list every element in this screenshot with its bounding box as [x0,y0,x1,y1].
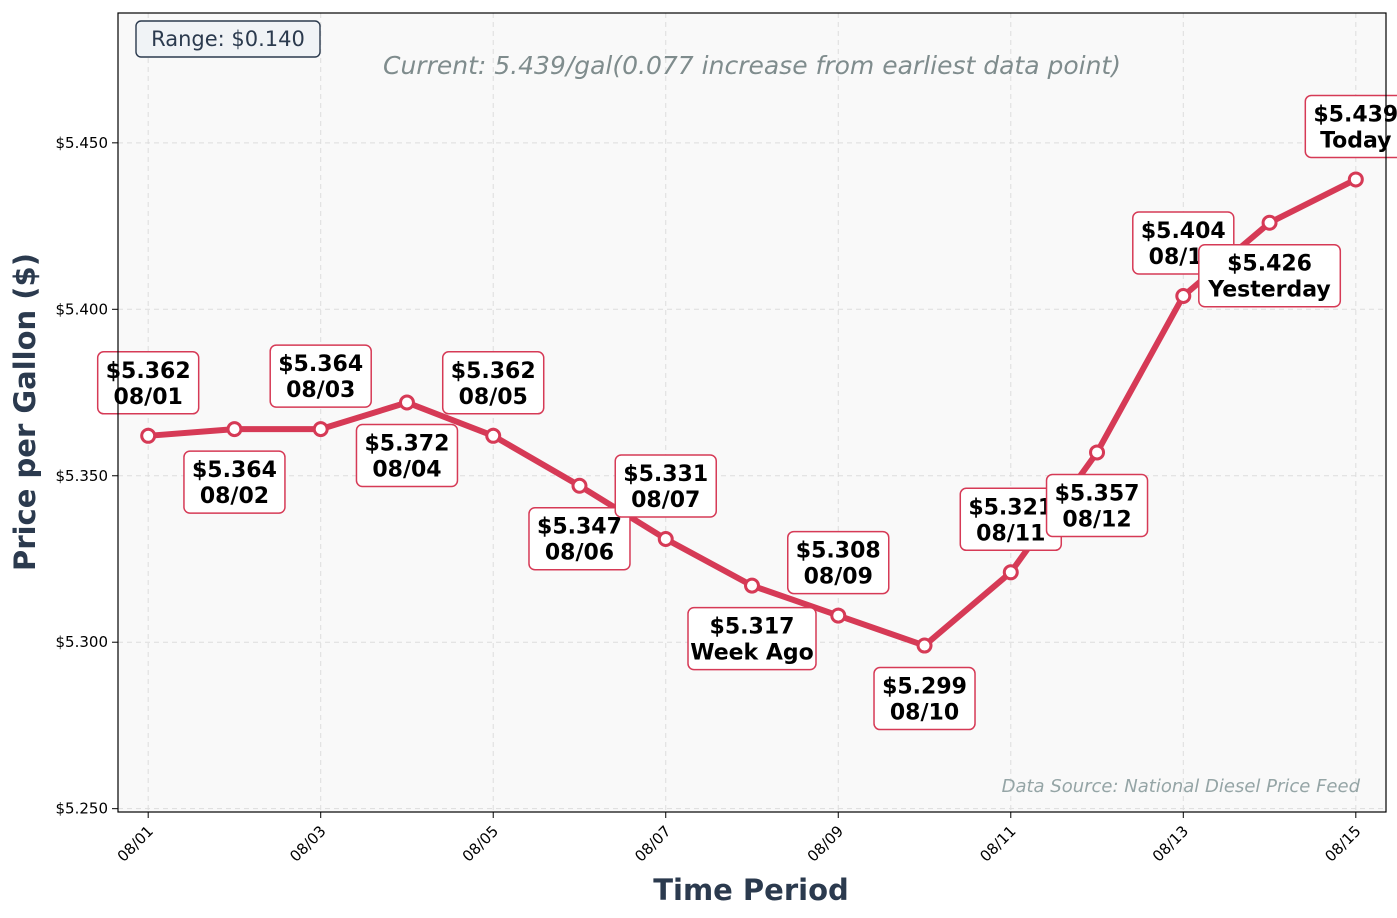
data-point [1261,214,1278,231]
data-label-period: 08/04 [372,458,441,483]
data-label-price: $5.364 [192,458,277,483]
data-label-box [687,606,817,671]
data-point [744,577,760,594]
data-label-price: $5.317 [710,615,795,640]
plot-area [118,13,1386,812]
data-label-box [355,423,459,488]
data-label-period: 08/02 [200,484,269,509]
data-label-period: 08/07 [631,488,700,513]
data-point [398,394,415,411]
data-label-price: $5.362 [451,359,536,384]
data-label-period: 08/03 [286,378,355,403]
data-point [1002,564,1019,581]
data-label-box [528,506,631,571]
y-tick-label: $5.400 [56,300,109,318]
data-point [657,531,674,548]
data-label-period: Yesterday [1207,278,1330,303]
data-label-box [1198,243,1342,308]
y-tick-label: $5.250 [56,800,109,818]
y-tick-label: $5.300 [56,633,109,651]
data-label-box [183,450,286,514]
data-label-price: $5.347 [537,515,622,540]
series-layer [140,171,1364,654]
data-label-box [441,351,545,415]
data-label-box [269,344,372,408]
data-label-price: $5.308 [796,539,881,564]
data-point [485,427,502,444]
data-label-period: 08/11 [976,521,1045,546]
data-label-box [787,530,890,595]
data-point [830,607,847,624]
data-label-price: $5.439 [1313,102,1397,127]
data-label-price: $5.426 [1227,252,1312,277]
data-label-box [873,666,976,731]
data-label-box [96,351,200,415]
data-point [916,637,933,654]
data-label-box [1304,94,1397,159]
data-point [312,421,329,438]
data-label-period: 08/05 [459,385,528,410]
source-text: Data Source: National Diesel Price Feed [1002,776,1361,797]
data-point [1347,171,1364,188]
data-labels: $5.36208/01$5.36408/02$5.36408/03$5.3720… [96,94,1397,731]
data-label-price: $5.299 [882,675,967,700]
data-label-box [1045,473,1149,538]
data-label-period: 08/12 [1062,507,1131,532]
data-label-price: $5.362 [106,359,191,384]
data-label-price: $5.321 [968,495,1053,520]
data-label-price: $5.331 [623,462,708,487]
data-point [140,427,157,444]
plot-frame [117,12,1387,813]
y-tick-label: $5.450 [56,134,109,152]
data-point [571,477,588,494]
range-box: Range: $0.140 [135,20,321,58]
data-label-price: $5.404 [1141,219,1226,244]
data-label-box [614,454,717,518]
data-point [1089,444,1106,461]
data-label-period: 08/01 [114,385,183,410]
y-tick-label: $5.350 [56,467,109,485]
summary-text: Current: 5.439/gal(0.077 increase from e… [383,51,1121,80]
data-label-price: $5.372 [365,432,450,457]
range-text: Range: $0.140 [151,27,305,51]
data-label-period: Week Ago [690,641,814,666]
data-label-period: 08/10 [890,701,959,726]
data-label-period: Today [1320,128,1391,153]
y-axis-label: Price per Gallon ($) [8,253,42,571]
x-axis-label: Time Period [653,873,849,907]
data-label-price: $5.357 [1055,481,1140,506]
data-label-price: $5.364 [278,352,363,377]
data-point [1175,287,1192,304]
data-label-period: 08/09 [804,565,873,590]
data-label-period: 08/06 [545,541,614,566]
data-point [226,421,243,438]
